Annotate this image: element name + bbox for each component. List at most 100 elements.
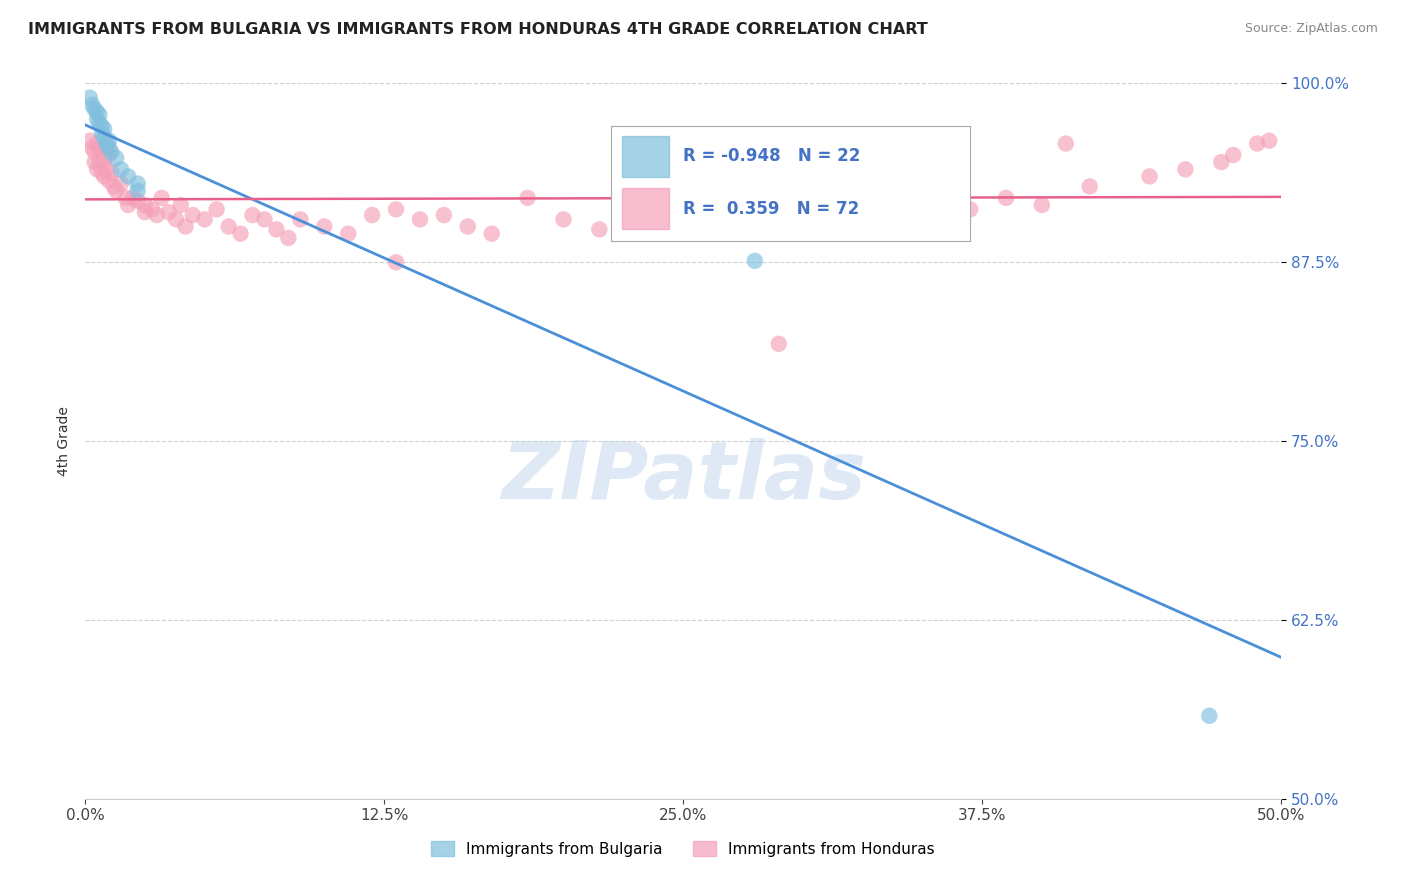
- Point: [815, 205, 838, 219]
- Point: [1078, 179, 1101, 194]
- Point: [100, 165, 122, 179]
- Point: [720, 219, 742, 234]
- Point: [995, 191, 1018, 205]
- Point: [1198, 708, 1220, 723]
- Point: [1222, 148, 1244, 162]
- Point: [89, 116, 111, 130]
- Y-axis label: 4th Grade: 4th Grade: [58, 406, 72, 476]
- Point: [1211, 155, 1233, 169]
- Text: IMMIGRANTS FROM BULGARIA VS IMMIGRANTS FROM HONDURAS 4TH GRADE CORRELATION CHART: IMMIGRANTS FROM BULGARIA VS IMMIGRANTS F…: [28, 22, 928, 37]
- Point: [1174, 162, 1197, 177]
- Bar: [621, 136, 669, 177]
- Point: [361, 208, 384, 222]
- Point: [90, 120, 112, 134]
- Point: [779, 198, 801, 212]
- Point: [481, 227, 503, 241]
- Point: [314, 219, 336, 234]
- Point: [385, 255, 408, 269]
- Point: [86, 136, 108, 151]
- Point: [174, 219, 197, 234]
- Point: [266, 222, 288, 236]
- Point: [127, 184, 149, 198]
- Point: [93, 169, 115, 184]
- Point: [141, 202, 163, 217]
- Point: [744, 253, 766, 268]
- Point: [409, 212, 432, 227]
- Point: [588, 222, 610, 236]
- Point: [82, 141, 104, 155]
- Legend: Immigrants from Bulgaria, Immigrants from Honduras: Immigrants from Bulgaria, Immigrants fro…: [425, 834, 941, 863]
- Point: [105, 184, 128, 198]
- Point: [170, 198, 193, 212]
- Point: [93, 151, 115, 165]
- Point: [82, 98, 104, 112]
- Point: [242, 208, 264, 222]
- Point: [181, 208, 204, 222]
- Point: [337, 227, 360, 241]
- Point: [624, 198, 647, 212]
- Point: [218, 219, 240, 234]
- Point: [93, 122, 115, 136]
- Point: [86, 105, 108, 120]
- Point: [114, 191, 136, 205]
- Point: [457, 219, 479, 234]
- Point: [134, 205, 156, 219]
- Point: [672, 208, 695, 222]
- Point: [98, 148, 121, 162]
- Point: [83, 102, 105, 116]
- Point: [83, 155, 105, 169]
- Point: [117, 198, 139, 212]
- Point: [89, 141, 111, 155]
- Point: [1246, 136, 1268, 151]
- Text: R = -0.948   N = 22: R = -0.948 N = 22: [683, 146, 860, 164]
- Point: [90, 127, 112, 141]
- Point: [103, 179, 125, 194]
- Point: [433, 208, 456, 222]
- Point: [253, 212, 276, 227]
- Point: [229, 227, 252, 241]
- Point: [110, 162, 132, 177]
- Point: [86, 112, 108, 127]
- Point: [134, 198, 156, 212]
- Point: [98, 134, 121, 148]
- Point: [205, 202, 228, 217]
- Point: [86, 162, 108, 177]
- Point: [98, 141, 121, 155]
- Point: [385, 202, 408, 217]
- Point: [146, 208, 169, 222]
- Point: [83, 145, 105, 160]
- Point: [194, 212, 217, 227]
- Point: [127, 194, 149, 208]
- Point: [290, 212, 312, 227]
- Point: [105, 151, 128, 165]
- Point: [1054, 136, 1077, 151]
- Point: [79, 91, 101, 105]
- Point: [1139, 169, 1161, 184]
- Point: [863, 212, 886, 227]
- Point: [1031, 198, 1053, 212]
- Point: [768, 336, 790, 351]
- Point: [122, 191, 145, 205]
- Point: [553, 212, 575, 227]
- Point: [90, 165, 112, 179]
- Text: ZIPatlas: ZIPatlas: [501, 438, 866, 516]
- Text: R =  0.359   N = 72: R = 0.359 N = 72: [683, 200, 859, 218]
- Point: [165, 212, 187, 227]
- Point: [96, 162, 118, 177]
- Point: [157, 205, 180, 219]
- Point: [117, 169, 139, 184]
- Point: [96, 136, 118, 151]
- Point: [89, 155, 111, 169]
- Point: [911, 194, 934, 208]
- Point: [277, 231, 299, 245]
- Point: [959, 202, 981, 217]
- Point: [93, 130, 115, 145]
- Point: [98, 174, 121, 188]
- Point: [89, 108, 111, 122]
- Bar: [621, 188, 669, 229]
- Text: Source: ZipAtlas.com: Source: ZipAtlas.com: [1244, 22, 1378, 36]
- Point: [150, 191, 173, 205]
- Point: [100, 145, 122, 160]
- Point: [516, 191, 538, 205]
- Point: [127, 177, 149, 191]
